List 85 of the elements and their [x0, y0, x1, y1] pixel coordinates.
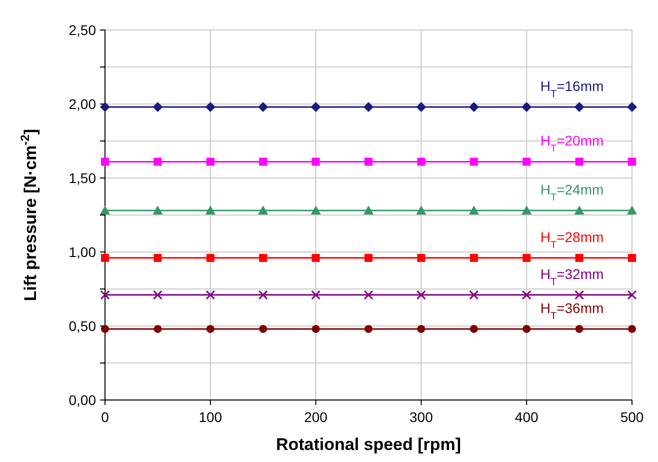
- point: [364, 206, 374, 215]
- point: [152, 206, 163, 215]
- point: [522, 324, 531, 333]
- point: [416, 290, 426, 300]
- point: [627, 290, 637, 300]
- point: [574, 206, 584, 215]
- point: [310, 102, 321, 112]
- point: [101, 158, 109, 166]
- point: [154, 324, 162, 333]
- point: [470, 254, 478, 262]
- point: [310, 206, 321, 215]
- point: [417, 324, 426, 333]
- point: [259, 158, 268, 166]
- y-tick-label: 2,00: [68, 96, 96, 112]
- point: [100, 206, 110, 215]
- point: [575, 254, 584, 262]
- point: [628, 324, 636, 333]
- x-tick-label: 400: [514, 409, 538, 425]
- point: [258, 206, 268, 215]
- point: [312, 324, 320, 333]
- point: [152, 102, 163, 112]
- point: [100, 102, 110, 112]
- x-axis-title: Rotational speed [rpm]: [276, 435, 462, 454]
- point: [627, 102, 637, 112]
- point: [575, 324, 584, 333]
- point: [522, 290, 532, 300]
- point: [311, 290, 321, 300]
- series-label: H$_{T}$=28mm: [540, 228, 604, 250]
- point: [575, 158, 584, 166]
- y-tick-label: 0,00: [68, 392, 96, 408]
- y-tick-label: 0,50: [68, 318, 96, 334]
- y-tick-label: 2,50: [68, 22, 96, 38]
- point: [312, 158, 320, 166]
- point: [259, 254, 268, 262]
- point: [152, 290, 162, 300]
- point: [522, 158, 531, 166]
- x-tick-label: 0: [101, 409, 110, 425]
- point: [627, 206, 637, 215]
- point: [417, 254, 426, 262]
- series-label: H$_{T}$=16mm: [540, 78, 604, 100]
- point: [574, 290, 584, 300]
- series-label: H$_{T}$=36mm: [540, 300, 604, 322]
- point: [522, 102, 532, 112]
- point: [364, 290, 374, 300]
- point: [205, 102, 216, 112]
- point: [522, 254, 531, 262]
- point: [206, 324, 214, 333]
- point: [628, 254, 636, 262]
- point: [154, 254, 162, 262]
- point: [628, 158, 636, 166]
- series-label: H$_{T}$=20mm: [540, 132, 604, 154]
- point: [364, 102, 374, 112]
- point: [417, 158, 426, 166]
- point: [470, 158, 478, 166]
- y-tick-label: 1,50: [68, 170, 96, 186]
- point: [364, 254, 372, 262]
- point: [522, 206, 532, 215]
- point: [206, 290, 216, 300]
- point: [258, 102, 268, 112]
- point: [364, 158, 372, 166]
- point: [470, 324, 478, 333]
- point: [312, 254, 320, 262]
- x-tick-label: 500: [620, 409, 644, 425]
- point: [101, 324, 109, 333]
- point: [100, 290, 110, 300]
- series-label: H$_{T}$=24mm: [540, 182, 604, 204]
- point: [206, 254, 214, 262]
- point: [364, 324, 372, 333]
- point: [258, 290, 268, 300]
- x-tick-label: 300: [410, 409, 434, 425]
- x-tick-label: 200: [304, 409, 328, 425]
- point: [416, 102, 426, 112]
- point: [259, 324, 268, 333]
- point: [574, 102, 584, 112]
- point: [205, 206, 216, 215]
- point: [416, 206, 426, 215]
- point: [101, 254, 109, 262]
- y-tick-label: 1,00: [68, 244, 96, 260]
- point: [469, 290, 479, 300]
- x-tick-label: 100: [198, 409, 222, 425]
- point: [468, 102, 479, 112]
- point: [206, 158, 214, 166]
- point: [154, 158, 162, 166]
- series-label: H$_{T}$=32mm: [540, 266, 604, 288]
- point: [468, 206, 479, 215]
